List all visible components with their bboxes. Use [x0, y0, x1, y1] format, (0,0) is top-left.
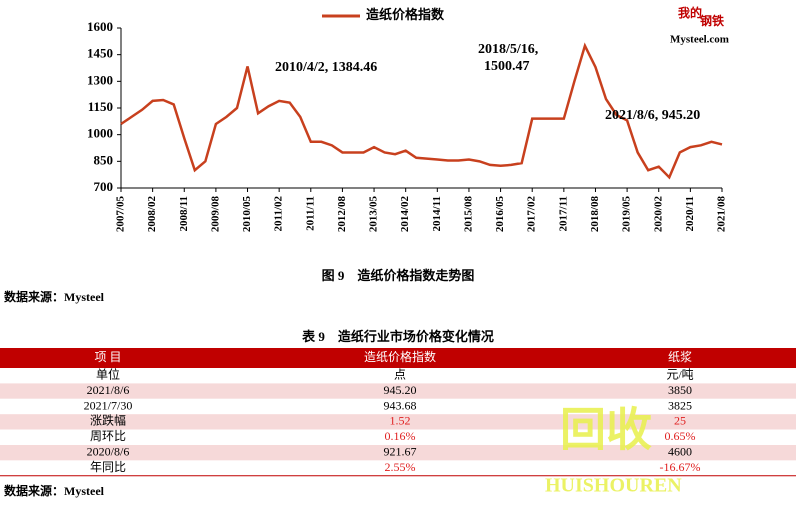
table-cell: 0.65% — [665, 429, 696, 443]
y-tick-label: 1300 — [87, 72, 113, 87]
table-row-bg — [0, 445, 796, 461]
y-tick-label: 1150 — [88, 99, 113, 114]
table-row-bg — [0, 383, 796, 399]
table-row-bg — [0, 414, 796, 430]
table-cell: 周环比 — [90, 429, 126, 443]
table-title: 表 9 造纸行业市场价格变化情况 — [301, 329, 494, 344]
y-tick-label: 1000 — [87, 126, 113, 141]
table-header-cell: 纸浆 — [668, 349, 692, 364]
table-cell: 涨跌幅 — [90, 413, 126, 428]
x-tick-label: 2008/02 — [146, 196, 158, 233]
table-row-bg — [0, 398, 796, 415]
figure-caption: 图 9 造纸价格指数走势图 — [322, 268, 475, 283]
x-tick-label: 2009/08 — [209, 196, 221, 233]
x-tick-label: 2015/08 — [462, 196, 474, 233]
x-tick-label: 2012/08 — [336, 196, 348, 233]
table-cell: 943.68 — [384, 398, 417, 412]
table-cell: 3825 — [668, 398, 692, 412]
table-row-bg — [0, 429, 796, 445]
y-tick-label: 850 — [94, 152, 114, 167]
table-cell: 921.67 — [384, 444, 417, 458]
annotation: 2018/5/16, — [478, 42, 538, 57]
table-cell: 945.20 — [384, 383, 417, 397]
table-cell: 2021/7/30 — [84, 398, 133, 412]
logo: 我的 — [678, 5, 702, 20]
table-cell: -16.67% — [660, 460, 701, 474]
x-tick-label: 2010/05 — [241, 196, 253, 233]
table-header-bg — [0, 348, 796, 368]
x-tick-label: 2011/11 — [304, 196, 316, 231]
x-tick-label: 2020/11 — [684, 196, 696, 231]
watermark: HUISHOUREN — [545, 475, 682, 497]
x-tick-label: 2016/05 — [494, 196, 506, 233]
table-row-bg — [0, 368, 796, 384]
table-row-bg — [0, 460, 796, 476]
x-tick-label: 2019/05 — [621, 196, 633, 233]
x-tick-label: 2018/08 — [589, 196, 601, 233]
x-tick-label: 2021/08 — [716, 196, 728, 233]
table-cell: 0.16% — [385, 429, 416, 443]
x-tick-label: 2017/11 — [557, 196, 569, 231]
x-tick-label: 2007/05 — [115, 196, 127, 233]
source: 数据来源：Mysteel — [4, 289, 105, 304]
x-tick-label: 2017/02 — [526, 196, 538, 233]
y-tick-label: 700 — [94, 179, 114, 194]
table-cell: 年同比 — [90, 460, 126, 474]
table-cell: 点 — [394, 367, 406, 381]
table-cell: 25 — [674, 414, 686, 428]
y-tick-label: 1600 — [87, 19, 113, 34]
legend-label: 造纸价格指数 — [366, 7, 445, 22]
table-header-cell: 项 目 — [94, 350, 121, 364]
watermark: 回收 — [560, 405, 652, 456]
x-tick-label: 2014/02 — [399, 196, 411, 233]
table-cell: 1.52 — [390, 414, 411, 428]
table-cell: 2021/8/6 — [87, 383, 130, 397]
table-cell: 4600 — [668, 444, 692, 458]
y-tick-label: 1450 — [87, 46, 113, 61]
annotation: 1500.47 — [484, 59, 530, 74]
x-tick-label: 2020/02 — [652, 196, 664, 233]
table-cell: 单位 — [96, 366, 120, 381]
table-cell: 元/吨 — [666, 367, 693, 381]
logo: 钢铁 — [700, 13, 724, 28]
x-tick-label: 2011/02 — [273, 196, 285, 232]
annotation: 2010/4/2, 1384.46 — [275, 60, 377, 75]
x-tick-label: 2013/05 — [368, 196, 380, 233]
line — [120, 42, 723, 180]
x-tick-label: 2014/11 — [431, 196, 443, 231]
logo: Mysteel.com — [670, 34, 729, 46]
table-cell: 2.55% — [385, 460, 416, 474]
table-cell: 3850 — [668, 383, 692, 397]
x-tick-label: 2008/11 — [178, 196, 190, 231]
table-cell: 2020/8/6 — [87, 444, 130, 458]
source: 数据来源：Mysteel — [4, 483, 105, 498]
annotation: 2021/8/6, 945.20 — [605, 108, 700, 123]
table-header-cell: 造纸价格指数 — [364, 349, 436, 364]
